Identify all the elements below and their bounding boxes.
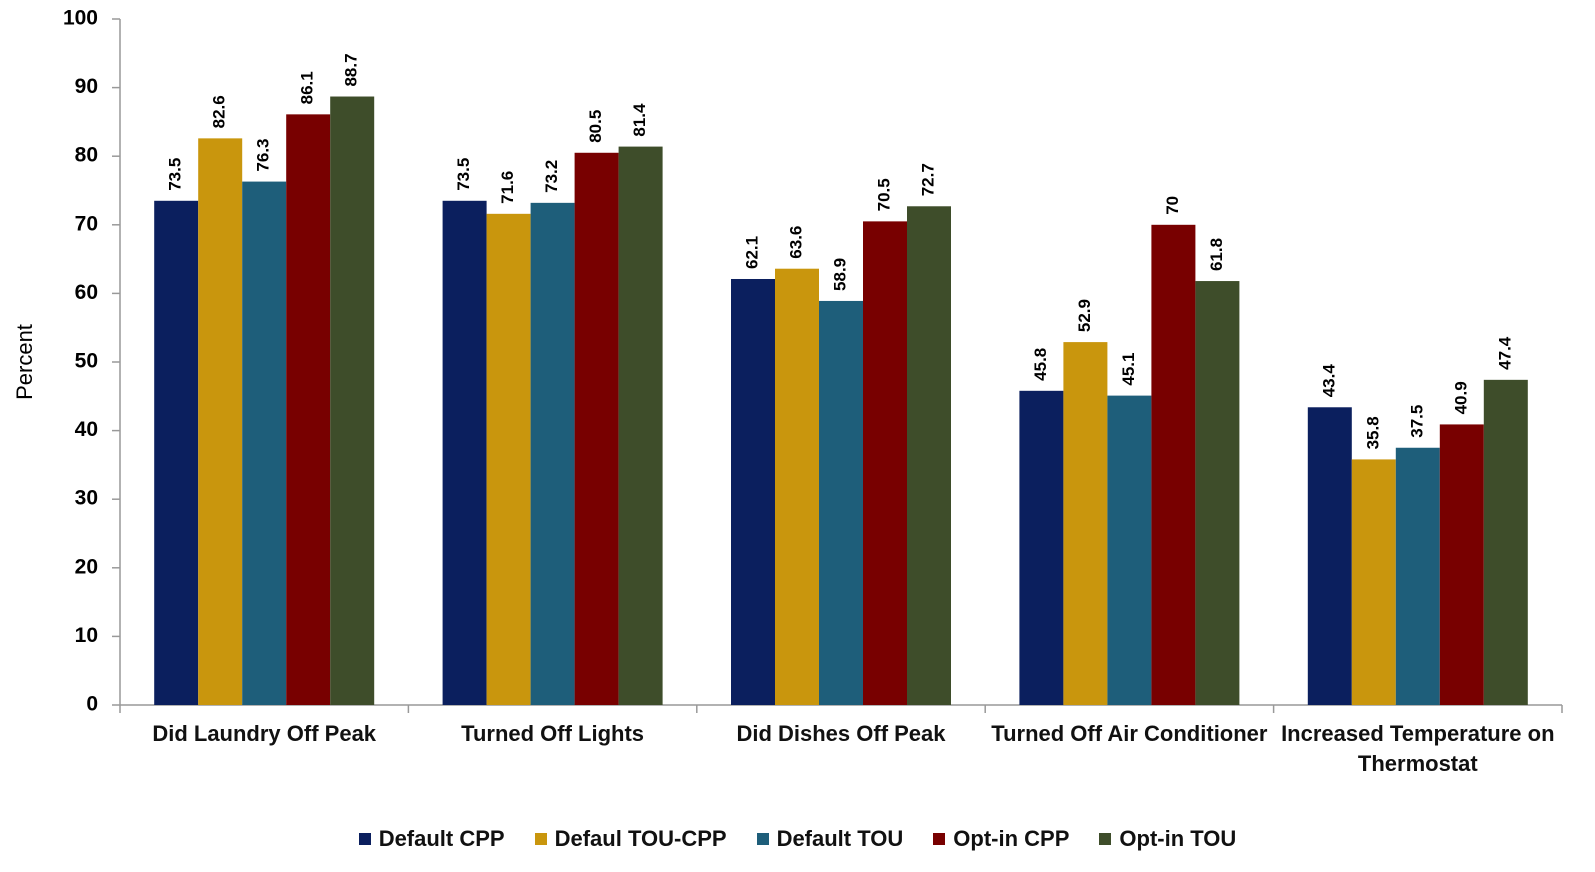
data-label: 37.5 xyxy=(1407,405,1426,438)
bar xyxy=(198,138,243,705)
y-tick-label: 40 xyxy=(75,418,98,441)
y-tick-label: 0 xyxy=(86,693,98,716)
data-label: 72.7 xyxy=(918,163,937,196)
legend-swatch xyxy=(933,833,946,845)
legend-item: Opt-in CPP xyxy=(933,826,1069,852)
bar xyxy=(1195,281,1240,705)
bar xyxy=(618,146,663,705)
bar xyxy=(442,200,487,706)
y-tick-label: 20 xyxy=(75,555,98,578)
bar xyxy=(1307,407,1352,705)
data-label: 86.1 xyxy=(298,71,317,104)
data-label: 82.6 xyxy=(210,95,229,128)
data-label: 62.1 xyxy=(742,236,761,269)
data-label: 73.2 xyxy=(542,160,561,193)
legend-item: Default CPP xyxy=(358,826,505,852)
y-tick-label: 50 xyxy=(75,350,98,373)
y-tick-label: 30 xyxy=(75,487,98,510)
bar xyxy=(330,96,375,705)
data-label: 71.6 xyxy=(498,171,517,204)
data-label: 61.8 xyxy=(1207,238,1226,271)
bar xyxy=(486,213,531,705)
legend-label: Opt-in TOU xyxy=(1119,826,1237,851)
x-tick-label: Did Laundry Off Peak xyxy=(152,721,377,746)
legend-swatch xyxy=(756,833,769,845)
x-tick-label: Did Dishes Off Peak xyxy=(736,721,946,746)
y-tick-label: 10 xyxy=(75,624,98,647)
x-tick-label: Increased Temperature on Thermostat xyxy=(1281,721,1555,776)
data-label: 63.6 xyxy=(786,226,805,259)
legend-swatch xyxy=(534,833,547,845)
y-tick-label: 70 xyxy=(75,212,98,235)
data-label: 73.5 xyxy=(454,158,473,191)
legend-item: Opt-in TOU xyxy=(1099,826,1236,852)
x-tick-label: Turned Off Lights xyxy=(461,721,645,746)
data-label: 81.4 xyxy=(630,103,649,137)
y-tick-label: 60 xyxy=(75,281,98,304)
data-label: 40.9 xyxy=(1451,381,1470,414)
bar xyxy=(907,206,951,705)
bar xyxy=(775,268,819,705)
legend-swatch xyxy=(1099,833,1112,845)
data-label: 73.5 xyxy=(166,158,185,191)
bar xyxy=(154,200,199,706)
bar xyxy=(1483,379,1528,705)
bar xyxy=(1395,447,1440,705)
legend-label: Opt-in CPP xyxy=(953,826,1070,851)
y-axis-label: Percent xyxy=(12,324,37,400)
data-label: 52.9 xyxy=(1075,299,1094,332)
data-label: 88.7 xyxy=(342,53,361,86)
data-label: 70 xyxy=(1163,196,1182,215)
data-label: 47.4 xyxy=(1495,336,1514,370)
bar xyxy=(1063,342,1108,705)
bar xyxy=(819,300,863,705)
bar xyxy=(1439,424,1484,705)
bar xyxy=(1151,224,1196,706)
y-tick-label: 80 xyxy=(75,144,98,167)
bar xyxy=(1107,395,1152,705)
legend: Default CPP Defaul TOU-CPP Default TOU Opt-… xyxy=(0,826,1595,852)
bar xyxy=(574,152,619,705)
bar xyxy=(1351,459,1396,705)
data-label: 80.5 xyxy=(586,110,605,143)
data-label: 43.4 xyxy=(1319,364,1338,398)
bar xyxy=(242,181,287,705)
data-label: 45.1 xyxy=(1119,353,1138,386)
legend-label: Default CPP xyxy=(378,826,505,851)
data-label: 70.5 xyxy=(874,178,893,211)
legend-label: Default TOU xyxy=(776,826,904,851)
data-label: 45.8 xyxy=(1031,348,1050,381)
data-label: 76.3 xyxy=(254,138,273,171)
y-tick-label: 90 xyxy=(75,75,98,98)
data-label: 35.8 xyxy=(1363,416,1382,449)
x-tick-label: Turned Off Air Conditioner xyxy=(991,721,1268,746)
legend-item: Default TOU xyxy=(756,826,904,852)
y-tick-label: 100 xyxy=(63,7,98,30)
bar xyxy=(530,202,575,705)
data-label: 58.9 xyxy=(830,258,849,291)
legend-swatch xyxy=(358,833,371,845)
bar xyxy=(863,221,907,705)
bar xyxy=(286,114,331,705)
bar xyxy=(1019,390,1064,705)
legend-label: Defaul TOU-CPP xyxy=(554,826,727,851)
bar xyxy=(731,278,775,705)
legend-item: Defaul TOU-CPP xyxy=(534,826,727,852)
